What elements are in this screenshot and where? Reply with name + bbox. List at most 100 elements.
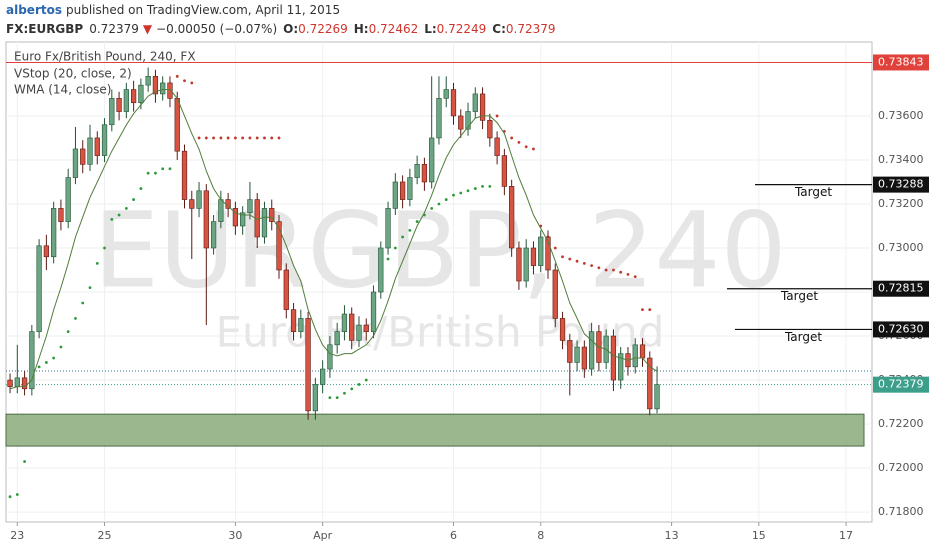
candle-body [160,82,166,95]
vstop-dot [350,387,354,391]
candle-body [421,164,428,183]
legend-entry: WMA (14, close) [14,83,111,97]
vstop-dot [590,264,594,268]
candle-body [399,181,406,200]
candle-body [232,208,239,227]
vstop-dot [154,171,157,175]
candle-body [298,318,304,332]
candle-body [552,269,558,319]
target-text: Target [780,289,818,303]
x-tick-label: 13 [665,529,679,542]
candle-body [588,331,595,370]
vstop-dot [183,79,186,83]
x-tick-label: 6 [450,529,457,542]
candle-body [181,150,188,200]
candle-body [516,247,522,282]
vstop-dot [219,136,223,140]
price-label: 0.72379 [878,378,924,391]
vstop-dot [430,206,434,210]
quote-line: FX:EURGBP 0.72379 ▼ −0.00050 (−0.07%) O:0.72… [6,22,556,36]
legend-entry: VStop (20, close, 2) [14,67,132,81]
vstop-dot [15,493,19,496]
vstop-dot [226,136,230,140]
candle-body [210,221,217,249]
candle-body [51,208,57,258]
author[interactable]: albertos [6,3,62,17]
vstop-dot [146,171,150,175]
vstop-dot [103,246,106,250]
vstop-dot [408,228,412,232]
vstop-dot [582,262,586,265]
vstop-dot [466,189,470,193]
price-label-box [873,54,929,71]
candle-body [545,236,551,271]
vstop-dot [66,330,70,334]
candle-body [654,384,660,410]
arrow: ▼ [143,22,153,36]
vstop-dot [233,136,237,140]
candle-body [58,208,64,222]
vstop-dot [561,255,564,259]
x-tick-label: 30 [228,529,242,542]
vstop-dot [168,167,172,171]
chart-title: Euro Fx/British Pound, 240, FX [14,50,196,64]
candle-body [392,181,398,209]
candle-body [72,148,79,178]
vstop-dot [553,246,557,250]
candle-body [349,313,355,341]
candle-body [283,269,289,310]
vstop-dot [117,213,121,217]
candle-body [356,324,362,341]
vstop-dot [357,383,361,386]
ohlc-value: 0.72269 [298,22,348,36]
candle-body [123,89,129,112]
candle-body [29,331,35,390]
candle-body [43,245,50,258]
candle-body [101,124,108,156]
x-tick-label: 17 [839,529,853,542]
y-tick-label: 0.72200 [878,417,924,430]
candle-body [196,190,202,209]
vstop-dot [386,257,390,261]
candle-body [167,82,173,99]
candle-body [414,164,420,178]
target-label: 0.73288 [878,178,924,191]
candle-body [240,212,246,227]
price-label-box [873,376,929,393]
x-tick-label: 8 [537,529,544,542]
vstop-dot [488,184,492,188]
candle-body [618,353,624,381]
vstop-dot [364,378,368,382]
candle-body [276,221,282,271]
candle-body [647,357,653,410]
vstop-dot [88,286,92,290]
vstop-dot [444,198,448,201]
target-label-box [873,321,929,338]
vstop-dot [52,356,56,360]
target-text: Target [794,185,832,199]
vstop-dot [212,136,215,140]
candle-body [370,291,377,332]
vstop-dot [641,308,644,312]
y-tick-label: 0.72000 [878,461,924,474]
vstop-dot [248,136,252,140]
candle-body [574,346,580,363]
vstop-dot [328,396,332,400]
candle-body [305,318,311,412]
vstop-dot [277,136,281,140]
vstop-dot [517,140,521,144]
candle-body [87,137,93,165]
candle-body [21,377,28,390]
target-text: Target [784,330,822,344]
ohlc-value: 0.72379 [506,22,556,36]
candle-body [450,89,457,117]
vstop-dot [110,217,114,221]
candle-body [429,137,435,183]
vstop-dot [524,145,528,149]
candle-body [320,368,326,385]
candle-body [138,84,144,104]
ohlc-key: L: [424,22,436,36]
vstop-dot [161,167,165,171]
candle-body [130,89,137,104]
vstop-dot [612,268,615,272]
